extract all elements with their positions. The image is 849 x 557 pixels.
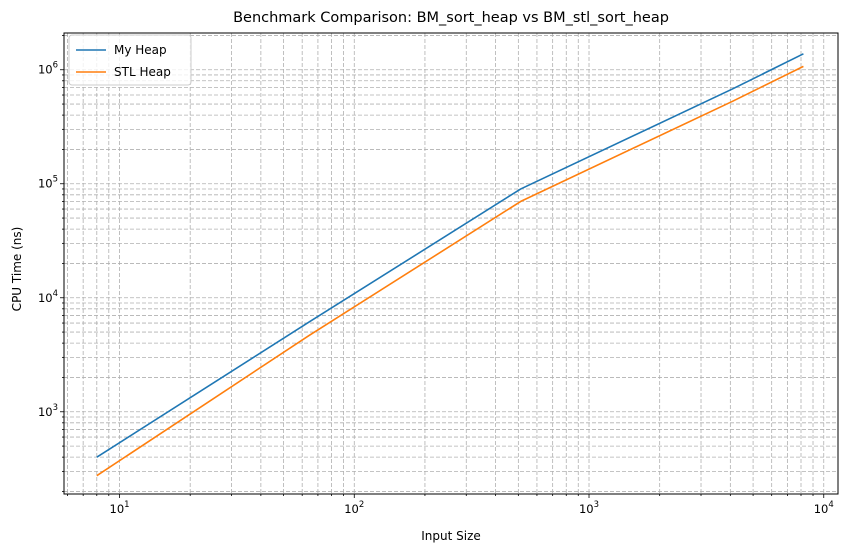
- x-tick-label: 102: [344, 500, 364, 516]
- series-lines: [96, 53, 804, 477]
- y-tick-label: 106: [38, 61, 58, 77]
- series-line-my-heap: [96, 53, 804, 458]
- series-line-stl-heap: [96, 65, 804, 477]
- x-tick-label: 101: [110, 500, 130, 516]
- chart-title: Benchmark Comparison: BM_sort_heap vs BM…: [233, 10, 669, 26]
- legend-label-stl-heap: STL Heap: [114, 65, 171, 79]
- y-tick-label: 104: [38, 289, 58, 305]
- y-axis-label: CPU Time (ns): [10, 227, 24, 312]
- grid: [64, 33, 838, 494]
- x-axis-label: Input Size: [421, 529, 481, 543]
- legend-label-my-heap: My Heap: [114, 43, 167, 57]
- legend: My Heap STL Heap: [68, 34, 192, 86]
- x-tick-label: 104: [814, 500, 834, 516]
- x-tick-label: 103: [579, 500, 599, 516]
- y-tick-label: 103: [38, 403, 58, 419]
- y-tick-label: 105: [38, 175, 58, 191]
- ticks: 101 102 103 104 103 104 105 106: [38, 35, 834, 516]
